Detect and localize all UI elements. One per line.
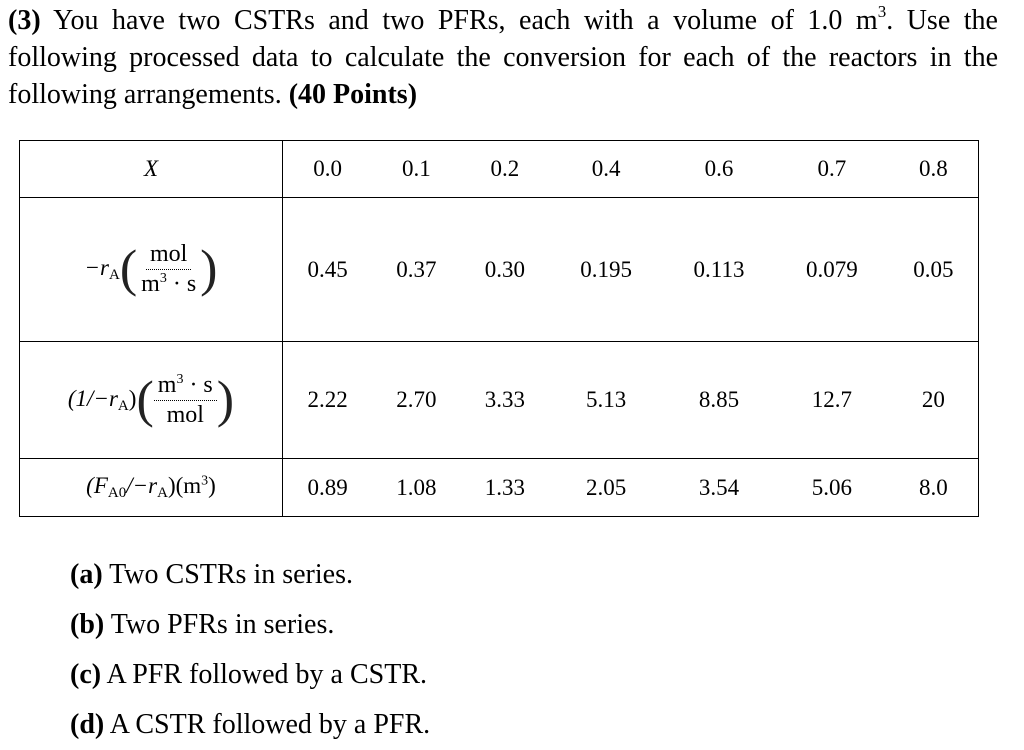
- table-cell: 5.06: [774, 458, 889, 517]
- inverse-rate-suffix: ): [128, 385, 137, 411]
- part-text: Two CSTRs in series.: [102, 559, 353, 590]
- table-cell: 0.195: [549, 197, 664, 342]
- table-cell: 0.05: [888, 197, 979, 342]
- part-text: A CSTR followed by a PFR.: [104, 709, 431, 740]
- inverse-rate-units-fraction: m3 · s mol: [153, 372, 217, 429]
- part-label: (b): [70, 609, 105, 640]
- rate-units-denominator: m3 · s: [141, 271, 197, 297]
- problem-points: (40 Points): [288, 79, 418, 110]
- table-cell: 5.13: [549, 341, 664, 459]
- x-value: 0.7: [774, 140, 889, 198]
- rate-label: −rA(mol m3 · s): [19, 197, 283, 342]
- part-d: (d) A CSTR followed by a PFR.: [70, 700, 430, 750]
- table-cell: 3.54: [663, 458, 775, 517]
- table-cell: 2.22: [282, 341, 373, 459]
- part-label: (d): [70, 709, 105, 740]
- rate-subscript: A: [108, 266, 120, 283]
- table-cell: 3.33: [460, 341, 550, 459]
- part-label: (c): [70, 659, 102, 690]
- table-cell: 1.08: [372, 458, 461, 517]
- rate-units-fraction: mol m3 · s: [137, 241, 200, 298]
- data-table: X 0.0 0.1 0.2 0.4 0.6 0.7 0.8 −rA(mol m3 …: [19, 140, 979, 517]
- table-cell: 0.89: [282, 458, 373, 517]
- table-cell: 0.30: [460, 197, 550, 342]
- problem-text-b: . Use the following processed data to ca…: [8, 5, 998, 110]
- table-row-rate: −rA(mol m3 · s) 0.45 0.37 0.30 0.195 0.11…: [19, 197, 979, 342]
- table-row-inverse-rate: (1/−rA)(m3 · s mol) 2.22 2.70 3.33 5.13 8…: [19, 341, 979, 459]
- part-text: Two PFRs in series.: [104, 609, 335, 640]
- left-paren: (: [119, 240, 138, 298]
- x-value: 0.8: [888, 140, 979, 198]
- x-value: 0.0: [282, 140, 373, 198]
- conversion-header: X: [19, 140, 283, 198]
- rate-units-numerator: mol: [145, 241, 192, 270]
- part-c: (c) A PFR followed by a CSTR.: [70, 650, 430, 700]
- table-cell: 2.05: [549, 458, 664, 517]
- inverse-rate-label: (1/−rA)(m3 · s mol): [19, 341, 283, 459]
- table-cell: 12.7: [774, 341, 889, 459]
- question-parts: (a) Two CSTRs in series. (b) Two PFRs in…: [70, 550, 430, 750]
- part-b: (b) Two PFRs in series.: [70, 600, 430, 650]
- table-cell: 0.37: [372, 197, 461, 342]
- table-cell: 20: [888, 341, 979, 459]
- table-row-conversion: X 0.0 0.1 0.2 0.4 0.6 0.7 0.8: [19, 140, 979, 198]
- problem-text-a: You have two CSTRs and two PFRs, each wi…: [40, 5, 878, 36]
- x-value: 0.2: [460, 140, 550, 198]
- inverse-rate-prefix: (1/−r: [67, 385, 118, 411]
- inverse-rate-subscript: A: [117, 397, 129, 414]
- table-cell: 0.45: [282, 197, 373, 342]
- volume-label: (FA0/−rA)(m3): [19, 458, 283, 517]
- part-label: (a): [70, 559, 103, 590]
- x-value: 0.1: [372, 140, 461, 198]
- x-value: 0.4: [549, 140, 664, 198]
- unit-exponent: 3: [877, 1, 887, 21]
- table-cell: 0.079: [774, 197, 889, 342]
- x-value: 0.6: [663, 140, 775, 198]
- problem-statement: (3) You have two CSTRs and two PFRs, eac…: [8, 2, 998, 113]
- table-cell: 0.113: [663, 197, 775, 342]
- table-cell: 1.33: [460, 458, 550, 517]
- table-cell: 8.85: [663, 341, 775, 459]
- problem-number: (3): [8, 5, 41, 36]
- right-paren: ): [200, 240, 218, 298]
- table-row-volume: (FA0/−rA)(m3) 0.89 1.08 1.33 2.05 3.54 5…: [19, 458, 979, 517]
- inverse-rate-units-denominator: mol: [166, 401, 204, 428]
- table-cell: 2.70: [372, 341, 461, 459]
- table-cell: 8.0: [888, 458, 979, 517]
- right-paren: ): [216, 371, 235, 428]
- rate-prefix: −r: [84, 254, 109, 280]
- part-a: (a) Two CSTRs in series.: [70, 550, 430, 600]
- part-text: A PFR followed by a CSTR.: [101, 659, 428, 690]
- inverse-rate-units-numerator: m3 · s: [153, 372, 217, 401]
- left-paren: (: [136, 371, 154, 428]
